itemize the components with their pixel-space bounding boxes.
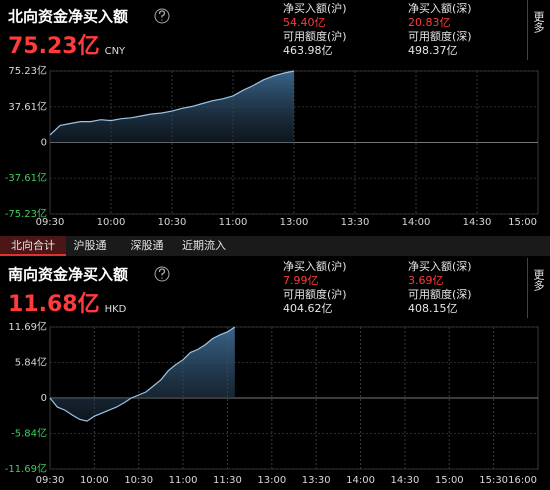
x-tick-label: 16:00 (508, 475, 537, 486)
x-tick-label: 11:00 (219, 217, 248, 228)
x-tick-label: 14:00 (346, 475, 375, 486)
stat-label: 可用额度(沪) (283, 29, 347, 43)
y-tick-label: 0 (41, 138, 47, 149)
help-icon-mark (158, 10, 166, 21)
tab-underline (0, 254, 66, 256)
x-tick-label: 15:00 (508, 217, 537, 228)
stat-value: 54.40亿 (283, 16, 326, 29)
x-tick-label: 10:30 (124, 475, 153, 486)
x-tick-label: 13:30 (302, 475, 331, 486)
x-tick-label: 10:30 (158, 217, 187, 228)
x-tick-label: 11:30 (213, 475, 242, 486)
tab-active-bg (0, 236, 66, 256)
panel-title: 南向资金净买入额 (8, 266, 128, 284)
y-tick-label: 11.69亿 (8, 320, 47, 333)
stat-label: 可用额度(深) (408, 287, 472, 301)
panel-title: 北向资金净买入额 (8, 8, 128, 26)
line (49, 326, 236, 422)
x-tick-label: 13:00 (280, 217, 309, 228)
x-tick-label: 09:30 (36, 217, 65, 228)
y-tick-label: -5.84亿 (11, 426, 47, 439)
stat-label: 净买入额(沪) (283, 259, 347, 273)
x-tick-label: 14:30 (390, 475, 419, 486)
x-tick-label: 15:30 (479, 475, 508, 486)
x-tick-label: 13:30 (341, 217, 370, 228)
stat-value: 7.99亿 (283, 274, 319, 287)
net-amount: 11.68亿 (8, 292, 100, 317)
y-tick-label: -37.61亿 (5, 171, 47, 184)
x-tick-label: 09:30 (36, 475, 65, 486)
tab[interactable]: 近期流入 (182, 238, 226, 252)
x-tick-label: 15:00 (435, 475, 464, 486)
stat-label: 净买入额(深) (408, 1, 472, 15)
tab[interactable]: 沪股通 (74, 238, 107, 252)
stat-value: 408.15亿 (408, 302, 458, 315)
more-button[interactable]: 更多 (532, 269, 545, 292)
y-tick-label: 37.61亿 (8, 100, 47, 113)
y-tick-label: -75.23亿 (5, 207, 47, 220)
help-icon-mark (158, 268, 166, 279)
area-fill (50, 327, 235, 422)
tab-bar (0, 236, 550, 256)
x-tick-label: 10:00 (80, 475, 109, 486)
y-tick-label: 75.23亿 (8, 64, 47, 77)
more-button[interactable]: 更多 (532, 11, 545, 34)
x-tick-label: 13:00 (257, 475, 286, 486)
help-icon[interactable] (154, 8, 170, 24)
tab[interactable]: 北向合计 (11, 238, 55, 252)
stat-label: 净买入额(深) (408, 259, 472, 273)
x-tick-label: 11:00 (169, 475, 198, 486)
y-tick-label: -11.69亿 (5, 462, 47, 475)
stat-label: 净买入额(沪) (283, 1, 347, 15)
tab[interactable]: 深股通 (131, 239, 164, 252)
x-tick-label: 14:00 (402, 217, 431, 228)
net-amount: 75.23亿 (8, 34, 100, 59)
line (49, 70, 295, 136)
currency: HKD (105, 304, 127, 315)
stat-label: 可用额度(沪) (283, 287, 347, 301)
stat-value: 463.98亿 (283, 44, 333, 57)
stat-value: 498.37亿 (408, 44, 458, 57)
area-fill (50, 71, 294, 143)
y-tick-label: 5.84亿 (15, 356, 47, 369)
x-tick-label: 14:30 (463, 217, 492, 228)
stat-value: 404.62亿 (283, 302, 333, 315)
x-tick-label: 10:00 (97, 217, 126, 228)
currency: CNY (105, 46, 126, 57)
stat-label: 可用额度(深) (408, 29, 472, 43)
stat-value: 3.69亿 (408, 274, 444, 287)
y-tick-label: 0 (41, 393, 47, 404)
stat-value: 20.83亿 (408, 16, 451, 29)
help-icon[interactable] (154, 266, 170, 282)
